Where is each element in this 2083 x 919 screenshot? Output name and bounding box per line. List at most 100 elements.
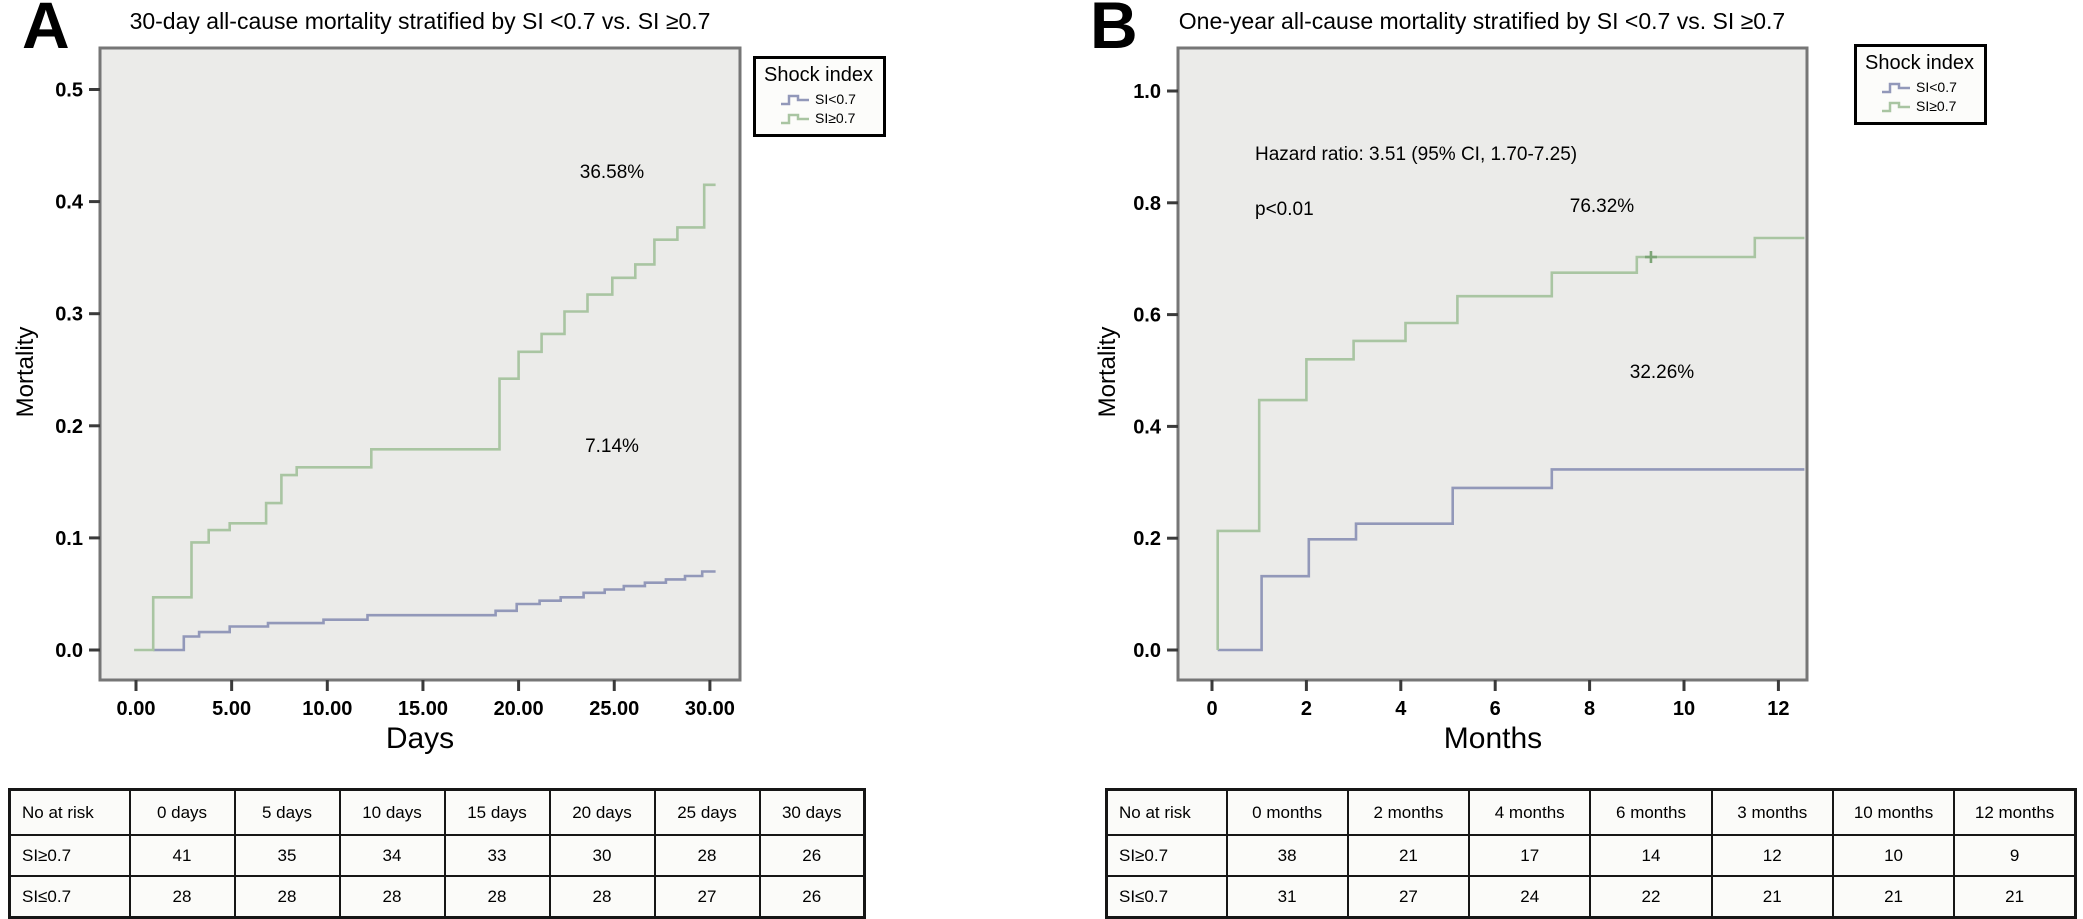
risk-table-cell: 24 (1468, 875, 1592, 919)
risk-table-cell: 12 (1710, 834, 1834, 877)
risk-table-cell: 26 (758, 834, 866, 877)
x-tick-label: 20.00 (494, 698, 544, 720)
risk-table-header-cell: 3 months (1710, 788, 1834, 836)
risk-table-cell: 27 (653, 875, 761, 919)
risk-table-cell: 41 (128, 834, 236, 877)
x-axis-label-a: Days (385, 722, 455, 755)
plot-area (98, 46, 742, 682)
step-line-icon (1882, 82, 1910, 93)
risk-table-header-cell: 10 days (338, 788, 446, 836)
y-tick-label: 0.2 (1133, 528, 1161, 550)
km-chart-b: 0 2 4 6 8 10 12 0.0 0.2 0.4 0.6 0.8 1.0 Hazard ratio:… (1133, 46, 1809, 720)
risk-table-row-label: SI≤0.7 (8, 875, 131, 919)
risk-table-cell: 28 (443, 875, 551, 919)
risk-table-cell: 28 (128, 875, 236, 919)
y-tick-label: 0.8 (1133, 193, 1161, 215)
risk-table-header-cell: 30 days (758, 788, 866, 836)
x-tick-label: 0 (1206, 698, 1217, 720)
x-tick-label: 10 (1673, 698, 1695, 720)
km-curve-SI<0.7 (1217, 468, 1805, 652)
risk-table-cell: 33 (443, 834, 551, 877)
risk-table-cell: 28 (548, 875, 656, 919)
legend-title: Shock index (764, 64, 873, 86)
risk-table-row: SI≥0.7 38 21 17 14 12 10 9 (1105, 834, 2077, 877)
x-tick-label: 10.00 (302, 698, 352, 720)
risk-table-header-row: No at risk 0 months 2 months 4 months 6 mont… (1105, 788, 2077, 836)
km-curve-SI≥0.7 (1216, 236, 1805, 650)
risk-table-b: No at risk 0 months 2 months 4 months 6 mont… (1105, 788, 2077, 919)
x-tick-label: 12 (1767, 698, 1789, 720)
risk-table-row-label: SI≤0.7 (1105, 875, 1228, 919)
step-line-icon (1882, 101, 1910, 112)
risk-table-cell: 17 (1468, 834, 1592, 877)
risk-table-cell: 27 (1346, 875, 1471, 919)
risk-table-row: SI≥0.7 41 35 34 33 30 28 26 (8, 834, 866, 877)
risk-table-header-cell: 0 days (128, 788, 236, 836)
legend-entry: SI≥0.7 (1865, 96, 1974, 115)
y-tick-label: 0.0 (1133, 640, 1161, 662)
y-tick-label: 0.5 (55, 80, 83, 102)
risk-table-a: No at risk 0 days 5 days 10 days 15 days 20 d… (8, 788, 866, 919)
chart-annotation: 7.14% (585, 436, 639, 457)
chart-annotation: Hazard ratio: 3.51 (95% CI, 1.70-7.25) (1255, 144, 1577, 165)
legend-entry-label: SI<0.7 (1916, 78, 1957, 95)
km-curve-SI≥0.7 (134, 183, 716, 652)
risk-table-header-row: No at risk 0 days 5 days 10 days 15 days 20 d… (8, 788, 866, 836)
x-tick-label: 5.00 (212, 698, 251, 720)
panel-letter-b: B (1090, 0, 1138, 62)
y-tick-label: 0.1 (55, 528, 83, 550)
chart-annotation: 36.58% (580, 162, 645, 183)
risk-table-header-cell: 15 days (443, 788, 551, 836)
x-tick-label: 0.00 (117, 698, 156, 720)
y-tick-label: 0.2 (55, 416, 83, 438)
risk-table-header-cell: 2 months (1346, 788, 1471, 836)
risk-table-row-label: SI≥0.7 (1105, 834, 1228, 877)
risk-table-cell: 35 (233, 834, 341, 877)
risk-table-cell: 22 (1589, 875, 1713, 919)
legend-entry-label: SI<0.7 (815, 90, 856, 107)
legend-box-b: Shock index SI<0.7 SI≥0.7 (1854, 44, 1987, 125)
risk-table-cell: 30 (548, 834, 656, 877)
y-tick-label: 0.4 (55, 192, 84, 214)
risk-table-cell: 21 (1346, 834, 1471, 877)
chart-annotation: 76.32% (1570, 196, 1635, 217)
legend-title: Shock index (1865, 52, 1974, 74)
y-tick-label: 0.6 (1133, 305, 1161, 327)
y-tick-label: 0.4 (1133, 416, 1162, 438)
risk-table-cell: 26 (758, 875, 866, 919)
risk-table-header-cell: No at risk (1105, 788, 1228, 836)
y-tick-label: 0.3 (55, 304, 83, 326)
km-curve-SI<0.7 (153, 570, 716, 652)
x-tick-label: 6 (1490, 698, 1501, 720)
risk-table-cell: 31 (1225, 875, 1349, 919)
risk-table-cell: 10 (1831, 834, 1956, 877)
panel-letter-a: A (22, 0, 70, 62)
risk-table-cell: 28 (338, 875, 446, 919)
risk-table-cell: 34 (338, 834, 446, 877)
risk-table-row: SI≤0.7 31 27 24 22 21 21 21 (1105, 875, 2077, 919)
step-line-icon (781, 113, 809, 124)
risk-table-header-cell: 4 months (1468, 788, 1592, 836)
plot-area (1176, 46, 1809, 682)
chart-annotation: p<0.01 (1255, 199, 1314, 220)
legend-entry: SI≥0.7 (764, 108, 873, 127)
y-tick-label: 0.0 (55, 640, 83, 662)
legend-entries: SI<0.7 SI≥0.7 (764, 89, 873, 127)
risk-table-row: SI≤0.7 28 28 28 28 28 27 26 (8, 875, 866, 919)
risk-table-cell: 28 (233, 875, 341, 919)
legend-entry-label: SI≥0.7 (1916, 97, 1957, 114)
step-line-icon (781, 94, 809, 105)
x-tick-label: 25.00 (589, 698, 639, 720)
risk-table-header-cell: 20 days (548, 788, 656, 836)
risk-table-header-cell: 0 months (1225, 788, 1349, 836)
risk-table-cell: 38 (1225, 834, 1349, 877)
legend-box-a: Shock index SI<0.7 SI≥0.7 (753, 56, 886, 137)
legend-entry: SI<0.7 (764, 89, 873, 108)
legend-entries: SI<0.7 SI≥0.7 (1865, 77, 1974, 115)
risk-table-header-cell: 25 days (653, 788, 761, 836)
risk-table-header-cell: No at risk (8, 788, 131, 836)
legend-entry-label: SI≥0.7 (815, 109, 856, 126)
risk-table-cell: 14 (1589, 834, 1713, 877)
legend-entry: SI<0.7 (1865, 77, 1974, 96)
